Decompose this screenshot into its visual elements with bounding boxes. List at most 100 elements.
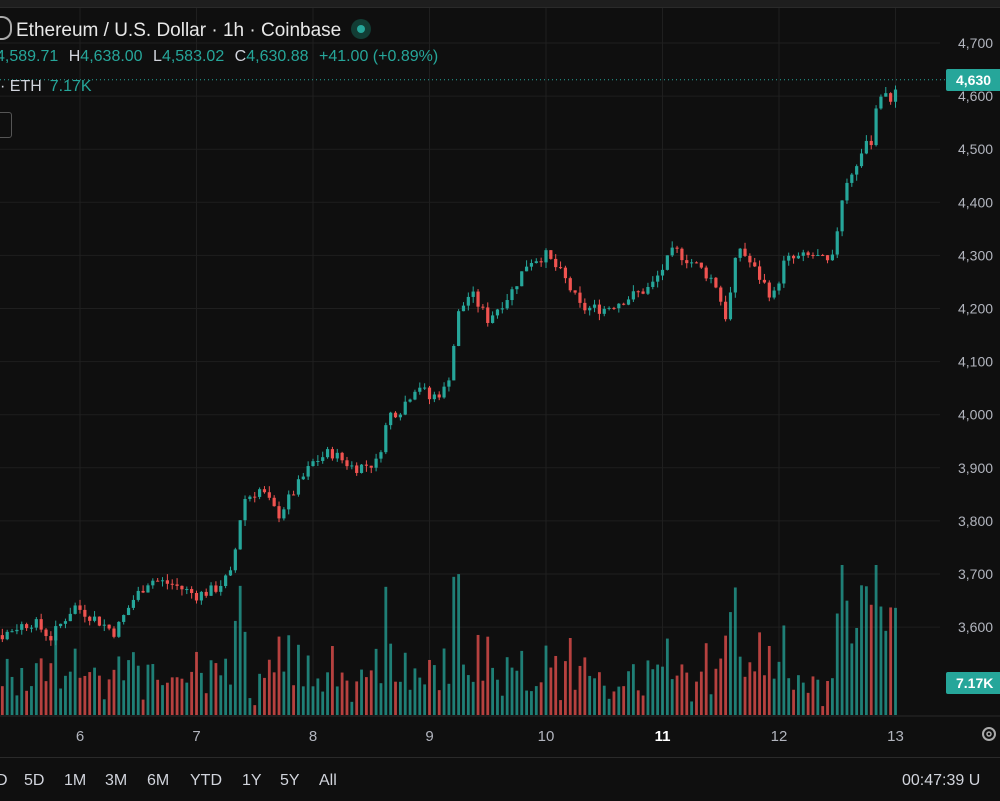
volume-bar <box>277 636 281 715</box>
volume-bar <box>515 670 519 715</box>
candle-body <box>190 589 194 594</box>
candle-body <box>656 275 660 282</box>
volume-bar <box>107 679 111 715</box>
volume-bar <box>724 635 728 715</box>
candle-body <box>791 255 796 259</box>
candle-body <box>714 277 718 288</box>
candle-body <box>821 255 825 257</box>
candle-body <box>248 496 252 499</box>
y-tick-label: 4,200 <box>958 301 993 317</box>
volume-bar <box>748 662 752 715</box>
volume-bar <box>753 671 757 715</box>
range-button-5y[interactable]: 5Y <box>280 772 300 789</box>
candle-body <box>733 257 737 293</box>
candle-body <box>25 624 29 629</box>
candle-body <box>199 591 203 601</box>
range-button-5d[interactable]: 5D <box>24 772 45 789</box>
candle-body <box>544 250 548 263</box>
volume-bar <box>195 651 198 715</box>
candle-body <box>141 590 145 593</box>
volume-bar <box>845 600 849 715</box>
volume-bar <box>806 692 810 715</box>
candle-body <box>811 255 815 257</box>
candle-body <box>214 585 218 592</box>
market-open-indicator-icon <box>351 19 372 39</box>
range-button-1y[interactable]: 1Y <box>242 772 262 789</box>
candle-body <box>641 291 645 294</box>
candle-body <box>287 494 291 510</box>
candle-body <box>58 623 63 627</box>
range-button-3m[interactable]: 3M <box>105 772 128 789</box>
volume-bar <box>432 665 436 715</box>
settings-gear-icon[interactable] <box>980 725 998 743</box>
volume-bar <box>714 668 718 715</box>
volume-bar <box>763 675 766 715</box>
volume-bar <box>758 632 761 715</box>
x-tick-label: 13 <box>887 728 904 745</box>
volume-bar <box>180 678 184 715</box>
volume-bar <box>428 659 431 715</box>
range-button-6m[interactable]: 6M <box>147 772 170 789</box>
volume-bar <box>59 688 62 715</box>
candle-body <box>282 509 286 519</box>
volume-bar <box>233 620 237 715</box>
volume-bar <box>462 664 465 715</box>
volume-bar <box>389 643 393 715</box>
candle-body <box>588 307 592 311</box>
volume-bar <box>209 660 213 715</box>
volume-bar <box>874 565 878 715</box>
range-button-ytd[interactable]: YTD <box>190 772 222 789</box>
volume-bar <box>496 679 499 715</box>
volume-bar <box>83 675 87 715</box>
candle-body <box>423 387 427 389</box>
candle-body <box>204 591 208 596</box>
candle-body <box>529 263 534 267</box>
range-button-1m[interactable]: 1M <box>64 772 87 789</box>
candle-body <box>573 290 577 293</box>
candle-body <box>840 200 844 232</box>
x-tick-label: 10 <box>538 728 555 745</box>
y-tick-label: 3,900 <box>958 460 993 476</box>
volume-bar <box>699 671 703 715</box>
chart-title[interactable]: Ethereum / U.S. Dollar · 1h · Coinbase <box>16 20 342 41</box>
volume-bar <box>30 686 33 715</box>
volume-bar <box>607 698 611 715</box>
volume-bar <box>588 675 592 715</box>
volume-bar <box>258 673 262 715</box>
volume-bar <box>442 648 446 715</box>
candle-body <box>869 140 873 146</box>
volume-bar <box>646 660 650 715</box>
volume-bar <box>670 679 674 715</box>
range-button-1d[interactable]: D <box>0 772 8 789</box>
candle-body <box>374 458 378 468</box>
candle-body <box>447 380 451 387</box>
candle-body <box>277 506 281 519</box>
candle-body <box>92 616 97 621</box>
volume-bar <box>34 663 38 715</box>
candle-body <box>418 387 422 392</box>
y-tick-label: 4,300 <box>958 247 993 263</box>
candle-body <box>311 461 315 467</box>
x-tick-label: 12 <box>771 728 788 745</box>
candle-body <box>209 585 213 596</box>
candle-body <box>816 255 820 257</box>
range-button-all[interactable]: All <box>319 772 337 789</box>
candle-body <box>461 305 466 312</box>
volume-bar <box>719 658 723 715</box>
symbol-icon <box>0 16 12 40</box>
volume-bar <box>267 659 271 715</box>
session-clock[interactable]: 00:47:39 U <box>902 772 981 789</box>
volume-bar <box>340 672 344 715</box>
legend-collapse-button[interactable] <box>0 112 12 138</box>
last-volume-tag: 7.17K <box>946 672 1000 694</box>
candle-body <box>185 589 189 591</box>
volume-bar <box>486 636 490 715</box>
candle-body <box>728 292 733 320</box>
volume-bar <box>374 648 378 715</box>
candle-body <box>636 291 640 293</box>
candle-body <box>607 307 611 309</box>
volume-bar <box>360 669 363 715</box>
volume-readout: · ETH 7.17K <box>0 78 92 96</box>
candle-body <box>413 391 417 400</box>
